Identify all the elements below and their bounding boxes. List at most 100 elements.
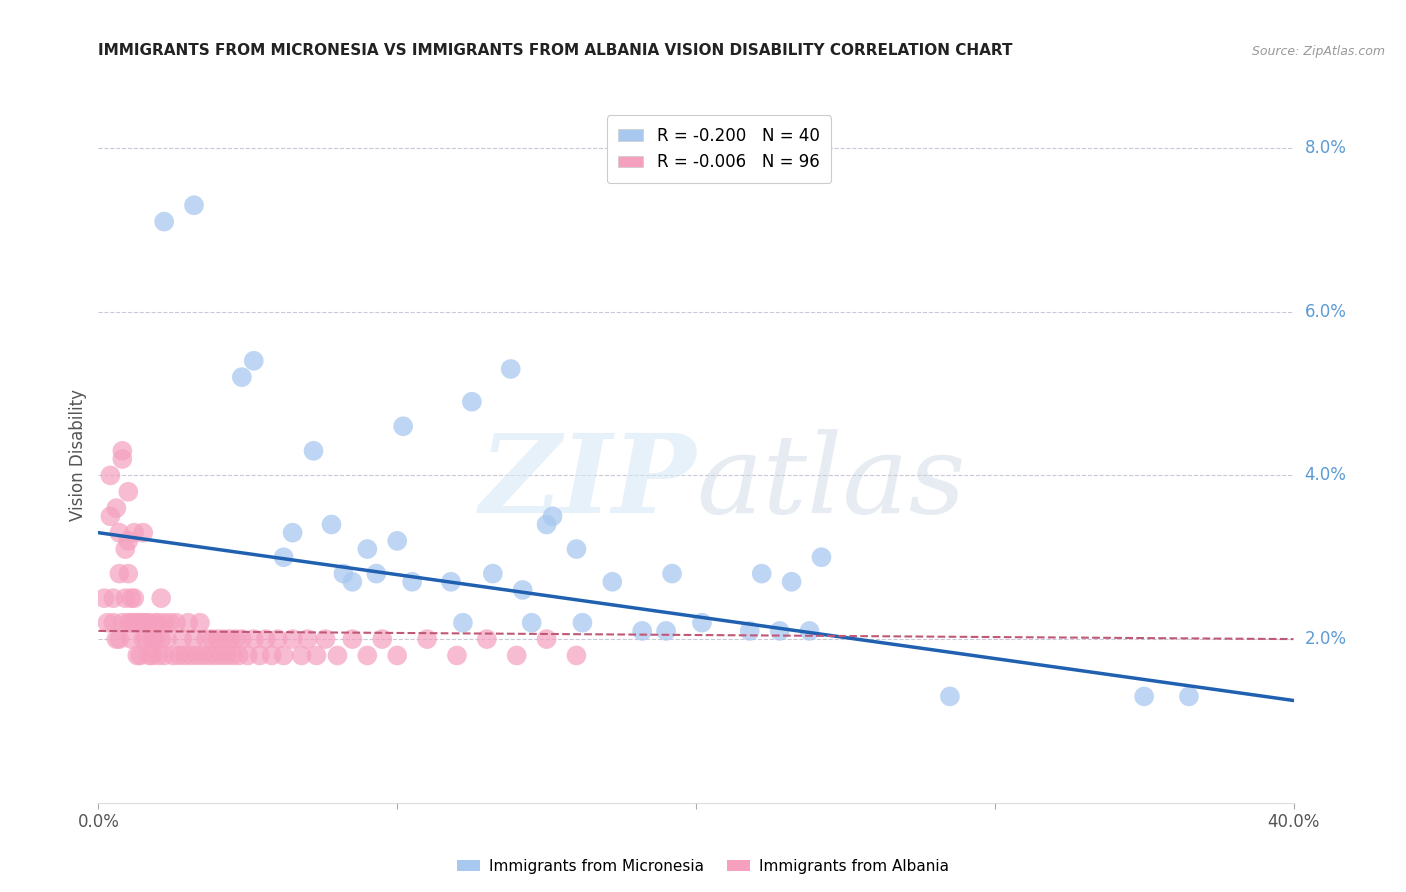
Point — [565, 542, 588, 557]
Point — [297, 632, 319, 646]
Point — [111, 443, 134, 458]
Point — [446, 648, 468, 663]
Point — [249, 648, 271, 663]
Point — [571, 615, 593, 630]
Point — [156, 632, 179, 646]
Point — [267, 632, 290, 646]
Legend: Immigrants from Micronesia, Immigrants from Albania: Immigrants from Micronesia, Immigrants f… — [451, 853, 955, 880]
Point — [416, 632, 439, 646]
Y-axis label: Vision Disability: Vision Disability — [69, 389, 87, 521]
Point — [150, 591, 173, 606]
Point — [183, 632, 205, 646]
Point — [356, 542, 378, 557]
Point — [174, 648, 197, 663]
Point — [209, 648, 232, 663]
Point — [799, 624, 821, 638]
Point — [768, 624, 790, 638]
Point — [132, 525, 155, 540]
Point — [198, 648, 221, 663]
Point — [117, 484, 139, 499]
Point — [690, 615, 713, 630]
Text: ZIP: ZIP — [479, 429, 696, 536]
Point — [273, 550, 295, 565]
Point — [96, 615, 118, 630]
Point — [212, 632, 235, 646]
Point — [536, 517, 558, 532]
Point — [315, 632, 337, 646]
Point — [631, 624, 654, 638]
Point — [108, 525, 131, 540]
Point — [342, 574, 364, 589]
Point — [228, 648, 250, 663]
Point — [108, 632, 131, 646]
Point — [167, 648, 190, 663]
Point — [1133, 690, 1156, 704]
Point — [165, 615, 187, 630]
Point — [512, 582, 534, 597]
Point — [600, 574, 623, 589]
Point — [93, 591, 115, 606]
Point — [506, 648, 529, 663]
Point — [153, 615, 176, 630]
Point — [385, 648, 409, 663]
Point — [148, 615, 170, 630]
Point — [385, 533, 409, 548]
Point — [281, 525, 304, 540]
Point — [114, 591, 136, 606]
Point — [124, 525, 146, 540]
Point — [188, 615, 211, 630]
Point — [153, 214, 176, 228]
Point — [661, 566, 683, 581]
Point — [780, 574, 803, 589]
Point — [105, 501, 128, 516]
Point — [499, 362, 522, 376]
Point — [366, 566, 388, 581]
Point — [305, 648, 328, 663]
Point — [138, 615, 160, 630]
Point — [231, 370, 253, 384]
Point — [143, 632, 166, 646]
Point — [204, 648, 226, 663]
Point — [201, 632, 224, 646]
Point — [103, 591, 125, 606]
Text: 8.0%: 8.0% — [1305, 139, 1347, 157]
Point — [302, 443, 325, 458]
Point — [120, 632, 142, 646]
Point — [172, 632, 194, 646]
Point — [392, 419, 415, 434]
Point — [186, 648, 208, 663]
Point — [117, 615, 139, 630]
Text: 2.0%: 2.0% — [1305, 630, 1347, 648]
Point — [162, 648, 184, 663]
Point — [132, 632, 155, 646]
Point — [191, 648, 214, 663]
Point — [194, 632, 218, 646]
Point — [655, 624, 678, 638]
Point — [451, 615, 474, 630]
Text: IMMIGRANTS FROM MICRONESIA VS IMMIGRANTS FROM ALBANIA VISION DISABILITY CORRELAT: IMMIGRANTS FROM MICRONESIA VS IMMIGRANTS… — [98, 43, 1012, 58]
Point — [243, 632, 266, 646]
Point — [135, 632, 157, 646]
Point — [243, 353, 266, 368]
Point — [475, 632, 498, 646]
Point — [222, 648, 245, 663]
Point — [108, 566, 131, 581]
Point — [153, 648, 176, 663]
Point — [98, 468, 122, 483]
Point — [356, 648, 378, 663]
Point — [207, 632, 229, 646]
Text: Source: ZipAtlas.com: Source: ZipAtlas.com — [1251, 45, 1385, 58]
Point — [738, 624, 761, 638]
Legend: R = -0.200   N = 40, R = -0.006   N = 96: R = -0.200 N = 40, R = -0.006 N = 96 — [606, 115, 831, 183]
Point — [124, 615, 146, 630]
Point — [541, 509, 564, 524]
Point — [290, 648, 312, 663]
Point — [461, 394, 484, 409]
Point — [141, 648, 163, 663]
Point — [132, 615, 155, 630]
Point — [105, 632, 128, 646]
Point — [148, 648, 170, 663]
Point — [332, 566, 354, 581]
Text: 6.0%: 6.0% — [1305, 302, 1347, 321]
Point — [117, 566, 139, 581]
